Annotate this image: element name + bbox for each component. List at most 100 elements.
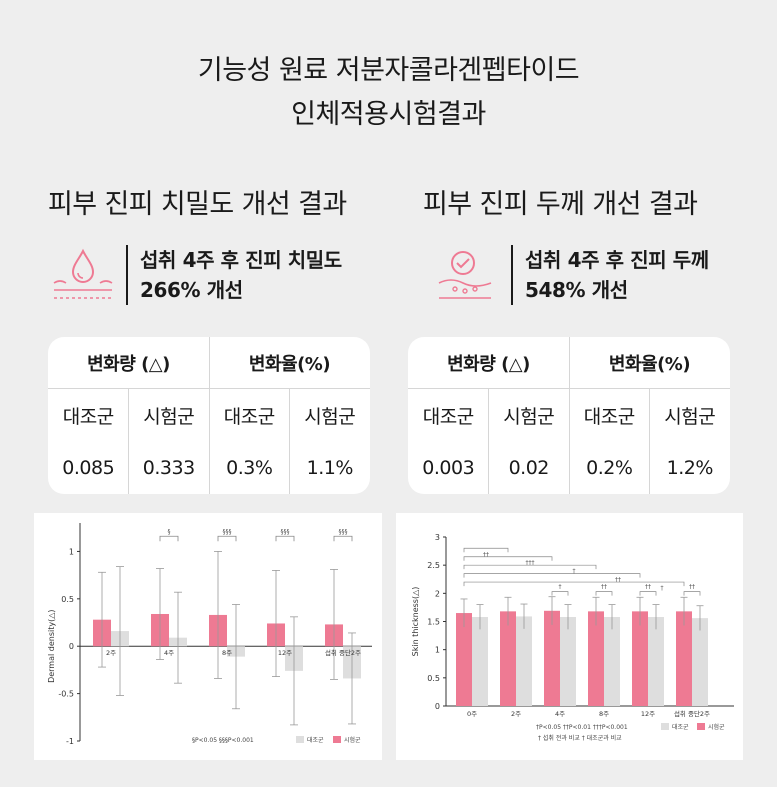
x-tick-label: 2주 bbox=[511, 710, 521, 718]
y-tick-label: 1 bbox=[69, 547, 74, 556]
density-summary: 섭취 4주 후 진피 치밀도 266% 개선 bbox=[50, 243, 342, 307]
chart-footnote: † 섭취 전과 비교 † 대조군과 비교 bbox=[538, 734, 622, 742]
y-axis-label: Skin thickness(△) bbox=[411, 587, 420, 657]
thickness-table-group2: 변화율(%) bbox=[608, 353, 691, 375]
thickness-table: 변화량 (△) 변화율(%) 대조군 시험군 대조군 시험군 0.003 0.0… bbox=[408, 337, 730, 494]
significance-bracket bbox=[275, 535, 295, 542]
chart-footnote: †P<0.05 ††P<0.01 †††P<0.001 bbox=[536, 724, 628, 731]
significance-mark: †† bbox=[483, 551, 489, 558]
y-tick-label: 0.5 bbox=[61, 595, 74, 604]
y-tick-label: 0.5 bbox=[427, 674, 440, 683]
thickness-table-value: 0.003 bbox=[422, 456, 475, 479]
thickness-summary: 섭취 4주 후 진피 두께 548% 개선 bbox=[435, 243, 709, 307]
test-bar bbox=[632, 611, 648, 706]
x-tick-label: 8주 bbox=[599, 710, 609, 718]
legend-label-control: 대조군 bbox=[307, 736, 324, 744]
significance-bracket bbox=[463, 556, 553, 561]
control-bar bbox=[604, 616, 620, 706]
x-tick-label: 8주 bbox=[222, 649, 232, 657]
chart-footnote: §P<0.05 §§§P<0.001 bbox=[192, 737, 254, 744]
y-tick-label: 0 bbox=[435, 702, 440, 711]
y-axis-label: Dermal density(△) bbox=[47, 610, 56, 683]
thickness-table-sub: 시험군 bbox=[664, 405, 716, 428]
control-bar bbox=[560, 616, 576, 706]
significance-mark: §§§ bbox=[223, 528, 232, 535]
x-tick-label: 4주 bbox=[164, 649, 174, 657]
legend-swatch-test bbox=[697, 723, 705, 730]
page-title-line2: 인체적용시험결과 bbox=[291, 99, 486, 130]
significance-mark: ††† bbox=[526, 560, 535, 567]
density-table-group2: 변화율(%) bbox=[248, 353, 331, 375]
density-table-sub: 대조군 bbox=[62, 405, 114, 428]
density-table-value: 1.1% bbox=[306, 456, 354, 479]
density-table-value: 0.3% bbox=[226, 456, 273, 479]
thickness-table-group1: 변화량 (△) bbox=[447, 353, 530, 375]
thickness-table-value: 0.02 bbox=[508, 456, 550, 479]
thickness-table-sub: 시험군 bbox=[503, 405, 555, 428]
density-chart: 1 0.5 0 -0.5 -1 Dermal density(△) 2주 4주 8주 12주 섭취 … bbox=[34, 513, 382, 760]
density-table-value: 0.085 bbox=[62, 456, 115, 479]
density-section-title: 피부 진피 치밀도 개선 결과 bbox=[48, 189, 347, 220]
x-tick-label: 섭취 중단2주 bbox=[325, 648, 361, 657]
thickness-table-value: 0.2% bbox=[586, 456, 633, 479]
density-table-value: 0.333 bbox=[142, 456, 195, 479]
legend-label-test: 시험군 bbox=[708, 723, 725, 731]
thickness-chart: 3 2.5 2 1.5 1 0.5 0 Skin thickness(△) 0주 2주 4주 8주 12… bbox=[396, 513, 743, 760]
significance-mark: §§§ bbox=[281, 528, 290, 535]
legend-swatch-control bbox=[296, 736, 304, 743]
significance-bracket bbox=[639, 591, 657, 596]
significance-mark: †† bbox=[601, 584, 607, 591]
density-summary-line1: 섭취 4주 후 진피 치밀도 bbox=[140, 248, 342, 272]
y-tick-label: 0 bbox=[69, 642, 74, 651]
test-bar bbox=[676, 611, 692, 706]
control-bar bbox=[648, 616, 664, 706]
skin-check-icon bbox=[438, 251, 492, 299]
significance-bracket bbox=[595, 591, 613, 596]
significance-mark: †† bbox=[645, 584, 651, 591]
thickness-summary-line2: 548% 개선 bbox=[525, 278, 628, 302]
density-table-sub: 시험군 bbox=[304, 405, 356, 428]
significance-bracket bbox=[217, 535, 237, 542]
legend-label-control: 대조군 bbox=[672, 723, 689, 731]
thickness-summary-line1: 섭취 4주 후 진피 두께 bbox=[525, 248, 709, 272]
significance-bracket bbox=[551, 591, 569, 596]
x-tick-label: 0주 bbox=[467, 710, 477, 718]
significance-bracket bbox=[463, 573, 641, 578]
significance-mark: † bbox=[661, 585, 664, 592]
legend-swatch-test bbox=[333, 736, 341, 743]
test-bar bbox=[456, 613, 472, 706]
thickness-chart-svg: 3 2.5 2 1.5 1 0.5 0 Skin thickness(△) 0주 2주 4주 8주 12… bbox=[411, 533, 734, 742]
legend-swatch-control bbox=[661, 723, 669, 730]
significance-bracket bbox=[463, 564, 597, 570]
page-title-line1: 기능성 원료 저분자콜라겐펩타이드 bbox=[197, 55, 580, 86]
significance-mark: † bbox=[573, 568, 576, 575]
y-tick-label: 1 bbox=[435, 646, 440, 655]
x-tick-label: 12주 bbox=[641, 710, 655, 718]
significance-mark: †† bbox=[689, 584, 695, 591]
density-table-sub: 대조군 bbox=[223, 405, 275, 428]
thickness-table-sub: 대조군 bbox=[583, 405, 635, 428]
test-bar bbox=[500, 611, 516, 706]
skin-drop-icon bbox=[53, 248, 113, 299]
control-bar bbox=[692, 618, 708, 706]
test-bar bbox=[588, 611, 604, 706]
significance-bracket bbox=[463, 547, 509, 553]
significance-bracket bbox=[159, 535, 179, 542]
density-table-group1: 변화량 (△) bbox=[87, 353, 170, 375]
y-tick-label: -1 bbox=[66, 737, 74, 746]
density-summary-line2: 266% 개선 bbox=[140, 278, 243, 302]
significance-mark: † bbox=[559, 584, 562, 591]
y-tick-label: 2 bbox=[435, 589, 440, 598]
y-tick-label: 1.5 bbox=[427, 618, 440, 627]
significance-bracket bbox=[463, 581, 685, 587]
density-chart-svg: 1 0.5 0 -0.5 -1 Dermal density(△) 2주 4주 8주 12주 섭취 … bbox=[47, 523, 372, 746]
y-tick-label: 2.5 bbox=[427, 561, 440, 570]
control-bar bbox=[472, 616, 488, 706]
x-tick-label: 4주 bbox=[555, 710, 565, 718]
significance-mark: †† bbox=[615, 577, 621, 584]
x-tick-label: 12주 bbox=[278, 649, 292, 657]
significance-mark: § bbox=[168, 528, 171, 535]
y-tick-label: 3 bbox=[435, 533, 440, 542]
density-table-sub: 시험군 bbox=[143, 405, 195, 428]
thickness-table-value: 1.2% bbox=[666, 456, 714, 479]
